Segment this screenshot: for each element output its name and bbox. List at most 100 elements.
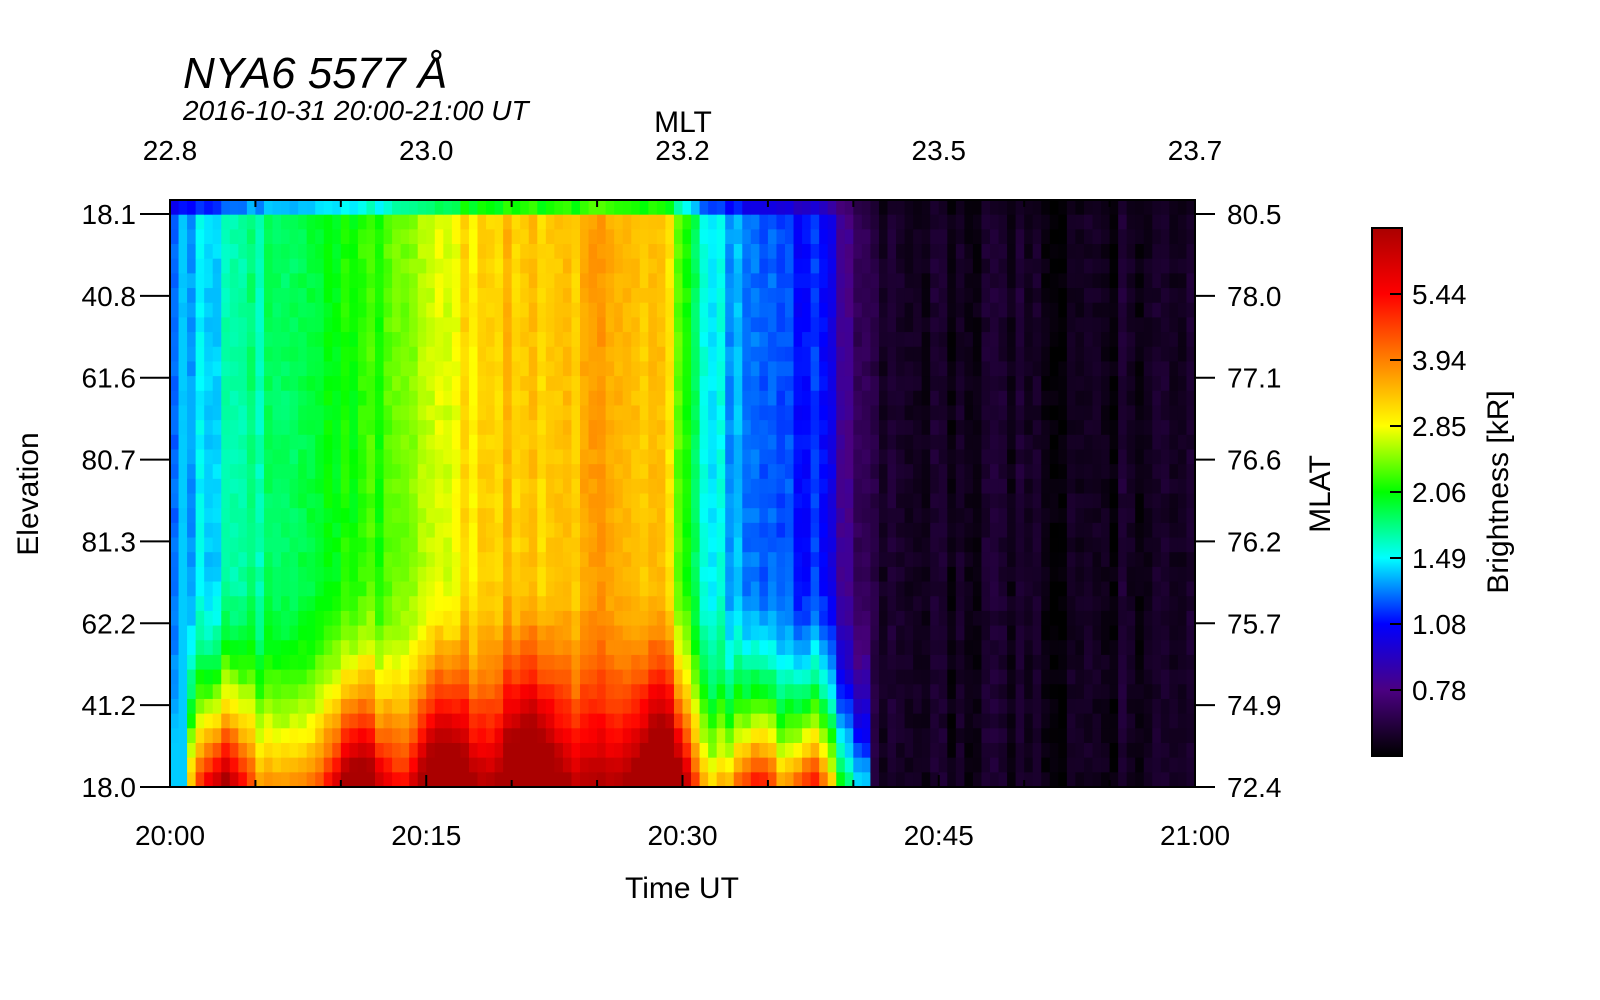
heatmap-cell [1032, 390, 1042, 407]
heatmap-cell [1032, 537, 1042, 553]
heatmap-cell [938, 522, 948, 539]
heatmap-cell [981, 728, 991, 744]
heatmap-cell [878, 302, 889, 319]
heatmap-cell [229, 610, 239, 627]
heatmap-cell [802, 434, 812, 451]
heatmap-cell [887, 200, 897, 216]
heatmap-cell [340, 434, 350, 451]
heatmap-cell [537, 654, 547, 671]
heatmap-cell [896, 244, 906, 260]
heatmap-cell [861, 405, 872, 421]
heatmap-cell [639, 684, 649, 700]
heatmap-cell [528, 522, 538, 539]
heatmap-cell [759, 449, 769, 465]
heatmap-cell [229, 376, 239, 392]
heatmap-cell [639, 757, 649, 773]
heatmap-cell [417, 596, 427, 612]
heatmap-cell [691, 464, 701, 480]
heatmap-cell [554, 493, 564, 509]
heatmap-cell [793, 669, 803, 685]
heatmap-cell [528, 742, 538, 759]
heatmap-cell [972, 757, 983, 773]
heatmap-cell [785, 317, 795, 333]
heatmap-cell [315, 449, 325, 465]
heatmap-cell [844, 772, 854, 788]
heatmap-cell [187, 552, 197, 568]
heatmap-cell [682, 346, 692, 363]
heatmap-cell [1152, 596, 1162, 612]
heatmap-cell [588, 508, 598, 524]
heatmap-cell [648, 390, 658, 407]
heatmap-cell [699, 522, 709, 539]
heatmap-cell [229, 258, 239, 274]
heatmap-cell [383, 640, 393, 656]
heatmap-cell [315, 478, 325, 495]
colorbar-tick-label: 3.94 [1412, 345, 1467, 376]
heatmap-cell [1101, 405, 1111, 421]
heatmap-cell [1007, 332, 1017, 348]
heatmap-cell [1075, 361, 1085, 377]
heatmap-cell [622, 317, 632, 333]
heatmap-cell [785, 654, 795, 671]
heatmap-cell [323, 449, 333, 465]
heatmap-cell [665, 625, 675, 641]
heatmap-cell [614, 537, 624, 553]
heatmap-cell [682, 742, 692, 759]
heatmap-cell [1186, 669, 1196, 685]
heatmap-cell [246, 244, 257, 260]
heatmap-cell [170, 669, 180, 685]
heatmap-cell [708, 508, 718, 524]
heatmap-cell [656, 420, 667, 436]
heatmap-cell [451, 464, 462, 480]
heatmap-cell [486, 596, 496, 612]
heatmap-cell [1109, 317, 1119, 333]
heatmap-cell [1143, 566, 1153, 583]
heatmap-cell [494, 640, 504, 656]
heatmap-cell [195, 684, 205, 700]
heatmap-cell [520, 522, 530, 539]
heatmap-cell [580, 669, 590, 685]
heatmap-cell [691, 346, 701, 363]
heatmap-cell [1169, 346, 1179, 363]
heatmap-cell [827, 258, 837, 274]
heatmap-cell [605, 288, 615, 304]
heatmap-cell [434, 772, 444, 788]
heatmap-cell [819, 214, 829, 230]
heatmap-cell [281, 566, 291, 583]
heatmap-cell [938, 376, 948, 392]
heatmap-cell [212, 698, 222, 715]
heatmap-cell [1058, 420, 1068, 436]
heatmap-cell [725, 493, 735, 509]
heatmap-cell [622, 273, 632, 289]
heatmap-cell [947, 244, 957, 260]
heatmap-cell [819, 772, 829, 788]
heatmap-cell [930, 332, 940, 348]
heatmap-cell [691, 434, 701, 451]
heatmap-cell [1160, 640, 1170, 656]
heatmap-cell [212, 244, 222, 260]
heatmap-cell [212, 728, 222, 744]
heatmap-cell [648, 200, 658, 216]
heatmap-cell [1058, 610, 1068, 627]
heatmap-cell [221, 640, 231, 656]
heatmap-cell [434, 302, 444, 319]
heatmap-cell [947, 376, 957, 392]
heatmap-cell [972, 346, 983, 363]
heatmap-cell [460, 537, 470, 553]
heatmap-cell [349, 757, 359, 773]
heatmap-cell [417, 302, 427, 319]
heatmap-cell [699, 288, 709, 304]
heatmap-cell [1101, 552, 1111, 568]
heatmap-cell [981, 390, 991, 407]
heatmap-cell [580, 654, 590, 671]
heatmap-cell [417, 625, 427, 641]
heatmap-cell [622, 742, 632, 759]
heatmap-cell [793, 537, 803, 553]
heatmap-cell [998, 346, 1008, 363]
heatmap-cell [785, 332, 795, 348]
heatmap-cell [802, 288, 812, 304]
heatmap-cell [1015, 566, 1025, 583]
heatmap-cell [819, 610, 829, 627]
heatmap-cell [716, 229, 726, 245]
heatmap-cell [1152, 684, 1162, 700]
